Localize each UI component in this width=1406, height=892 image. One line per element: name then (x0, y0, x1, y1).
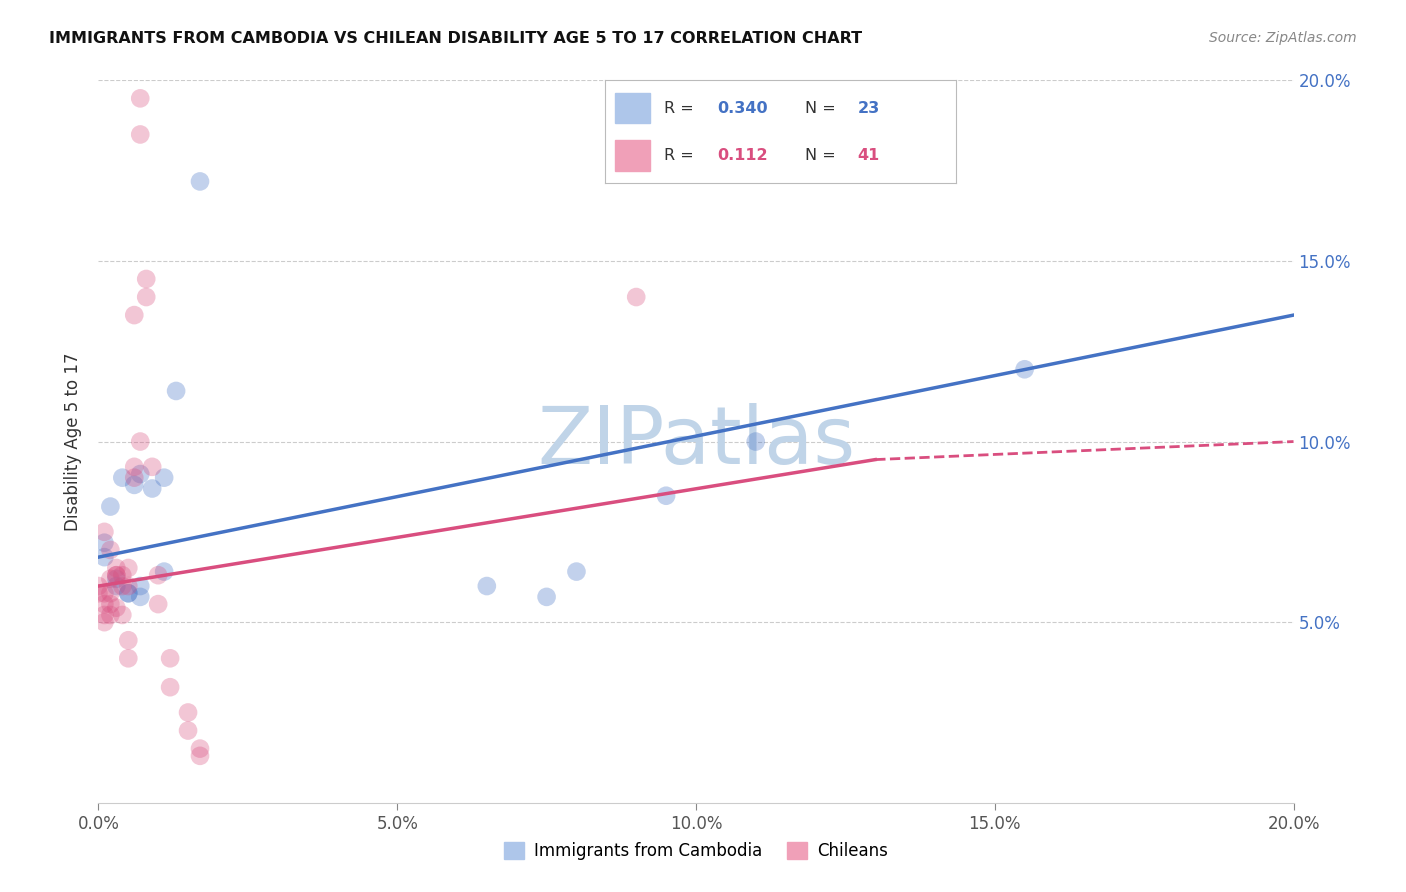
Point (188, 748, 211, 763)
Point (105, 579, 128, 593)
Point (188, 174, 211, 188)
Point (135, 272, 157, 286)
Point (141, 459, 163, 474)
Point (565, 565, 588, 579)
Point (655, 489, 678, 503)
Point (87, 579, 110, 593)
Point (153, 471, 176, 485)
Point (98, 500, 122, 514)
Point (148, 597, 170, 611)
Point (98, 572, 122, 586)
Text: ZIPatlas: ZIPatlas (537, 402, 855, 481)
Point (475, 579, 498, 593)
Point (111, 471, 134, 485)
Point (141, 482, 163, 496)
Point (188, 741, 211, 756)
Point (153, 565, 176, 579)
Point (98, 607, 122, 622)
Point (129, 128, 152, 142)
Point (93, 550, 115, 565)
Point (87, 586, 110, 600)
Point (124, 308, 146, 322)
Point (159, 651, 181, 665)
Point (129, 91, 152, 105)
Point (1014, 362, 1036, 376)
Text: R =: R = (665, 148, 704, 162)
Point (626, 290, 648, 304)
Point (745, 434, 768, 449)
Text: R =: R = (665, 101, 699, 116)
Text: N =: N = (804, 148, 841, 162)
Point (93, 607, 115, 622)
Point (129, 467, 152, 481)
Point (135, 290, 157, 304)
Point (148, 568, 170, 582)
Text: Source: ZipAtlas.com: Source: ZipAtlas.com (1209, 31, 1357, 45)
Point (117, 586, 139, 600)
Text: 0.340: 0.340 (717, 101, 768, 116)
Text: IMMIGRANTS FROM CAMBODIA VS CHILEAN DISABILITY AGE 5 TO 17 CORRELATION CHART: IMMIGRANTS FROM CAMBODIA VS CHILEAN DISA… (49, 31, 862, 46)
Point (93, 586, 115, 600)
Point (117, 633, 139, 648)
Point (93, 524, 115, 539)
Point (98, 586, 122, 600)
Point (124, 471, 146, 485)
Point (105, 568, 128, 582)
Point (93, 535, 115, 549)
Legend: Immigrants from Cambodia, Chileans: Immigrants from Cambodia, Chileans (498, 835, 894, 867)
Point (117, 579, 139, 593)
Text: 0.112: 0.112 (717, 148, 768, 162)
Point (105, 568, 128, 582)
Point (111, 579, 134, 593)
Point (129, 579, 152, 593)
Point (111, 568, 134, 582)
Point (129, 434, 152, 449)
Point (117, 586, 139, 600)
Point (124, 459, 146, 474)
Point (98, 542, 122, 557)
Point (98, 597, 122, 611)
Point (105, 600, 128, 615)
Point (93, 615, 115, 630)
Point (93, 597, 115, 611)
Text: 23: 23 (858, 101, 880, 116)
Point (117, 651, 139, 665)
Text: N =: N = (804, 101, 841, 116)
Y-axis label: Disability Age 5 to 17: Disability Age 5 to 17 (65, 352, 83, 531)
Point (117, 561, 139, 575)
Point (536, 590, 558, 604)
Point (177, 723, 200, 738)
Text: 41: 41 (858, 148, 880, 162)
Point (111, 607, 134, 622)
Point (124, 478, 146, 492)
Point (165, 384, 187, 398)
Point (105, 561, 128, 575)
FancyBboxPatch shape (616, 93, 650, 123)
Point (159, 680, 181, 694)
FancyBboxPatch shape (616, 140, 650, 170)
Point (129, 590, 152, 604)
Point (105, 572, 128, 586)
Point (177, 706, 200, 720)
